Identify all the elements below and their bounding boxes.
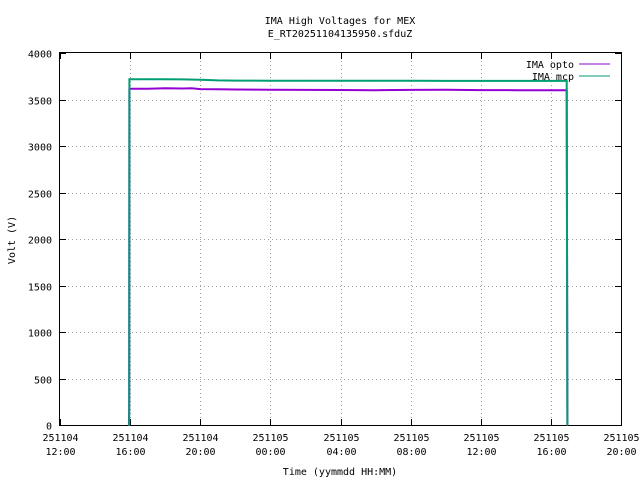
data-point (444, 88, 447, 91)
data-point (566, 424, 569, 426)
data-point (339, 89, 342, 91)
data-point (444, 80, 447, 82)
data-point (128, 78, 131, 80)
plot-frame (59, 52, 622, 426)
y-tick-label: 4000 (28, 50, 52, 61)
data-point (146, 88, 149, 90)
data-point (181, 87, 184, 90)
y-tick-label: 3000 (28, 143, 52, 154)
x-axis: 251104 12:00 251104 16:00 251104 20:00 251105 0… (42, 53, 640, 458)
data-point (164, 78, 166, 81)
x-tick-label-date: 251104 (112, 433, 148, 444)
x-tick-label-time: 00:00 (255, 447, 285, 458)
data-point (565, 80, 568, 82)
series-1 (128, 78, 569, 426)
data-point (374, 80, 377, 82)
x-tick-label-date: 251105 (463, 433, 499, 444)
data-point (304, 79, 307, 82)
data-point (550, 80, 552, 82)
data-point (515, 80, 517, 82)
x-tick-label-time: 16:00 (115, 447, 145, 458)
data-point (128, 424, 130, 426)
x-tick-label-time: 12:00 (466, 447, 496, 458)
x-tick-label-time: 12:00 (45, 447, 75, 458)
data-point (480, 80, 482, 82)
grid (60, 53, 621, 425)
data-point (146, 78, 149, 80)
data-point (181, 78, 184, 81)
data-point (164, 87, 166, 90)
data-point (190, 87, 193, 89)
x-tick-label-date: 251105 (603, 433, 639, 444)
data-point (269, 79, 272, 82)
y-tick-label: 1500 (28, 283, 52, 294)
y-axis: 0 500 1000 1500 2000 2500 3000 3500 4000 (28, 50, 621, 433)
data-point (304, 89, 307, 91)
x-tick-label-time: 20:00 (185, 447, 215, 458)
y-tick-label: 2500 (28, 190, 52, 201)
x-axis-label: Time (yymmdd HH:MM) (283, 467, 397, 478)
data-point (217, 88, 219, 91)
data-point (550, 89, 552, 91)
x-tick-label-date: 251105 (252, 433, 288, 444)
data-point (234, 88, 237, 91)
data-point (217, 79, 219, 82)
data-point (269, 89, 272, 91)
chart-subtitle: E_RT20251104135950.sfduZ (268, 29, 413, 40)
legend-label: IMA opto (526, 60, 574, 71)
y-axis-label: Volt (V) (7, 216, 18, 264)
x-tick-label-date: 251105 (393, 433, 429, 444)
y-tick-label: 2000 (28, 236, 52, 247)
data-point (234, 79, 237, 82)
x-tick-label-date: 251104 (42, 433, 78, 444)
data-point (252, 88, 254, 91)
x-tick-label-time: 04:00 (326, 447, 356, 458)
series-0 (127, 87, 569, 426)
x-tick-label-date: 251104 (182, 433, 218, 444)
x-tick-label-date: 251105 (533, 433, 569, 444)
x-tick-label-time: 08:00 (396, 447, 426, 458)
y-tick-label: 3500 (28, 97, 52, 108)
data-point (480, 89, 482, 91)
y-tick-label: 0 (46, 422, 52, 433)
data-point (409, 80, 412, 82)
y-tick-label: 500 (34, 376, 52, 387)
series-line (128, 78, 569, 426)
series-line (127, 87, 569, 426)
data-point (199, 79, 202, 81)
chart-title: IMA High Voltages for MEX (265, 16, 416, 27)
x-tick-label-date: 251105 (323, 433, 359, 444)
x-tick-label-time: 16:00 (536, 447, 566, 458)
data-point (199, 88, 202, 90)
y-tick-label: 1000 (28, 329, 52, 340)
x-tick-label-time: 20:00 (606, 447, 636, 458)
data-point (374, 89, 377, 91)
legend-label: IMA mcp (532, 72, 574, 83)
data-point (409, 89, 412, 91)
data-point (515, 89, 517, 91)
series-lines (127, 78, 569, 426)
data-point (339, 80, 342, 82)
